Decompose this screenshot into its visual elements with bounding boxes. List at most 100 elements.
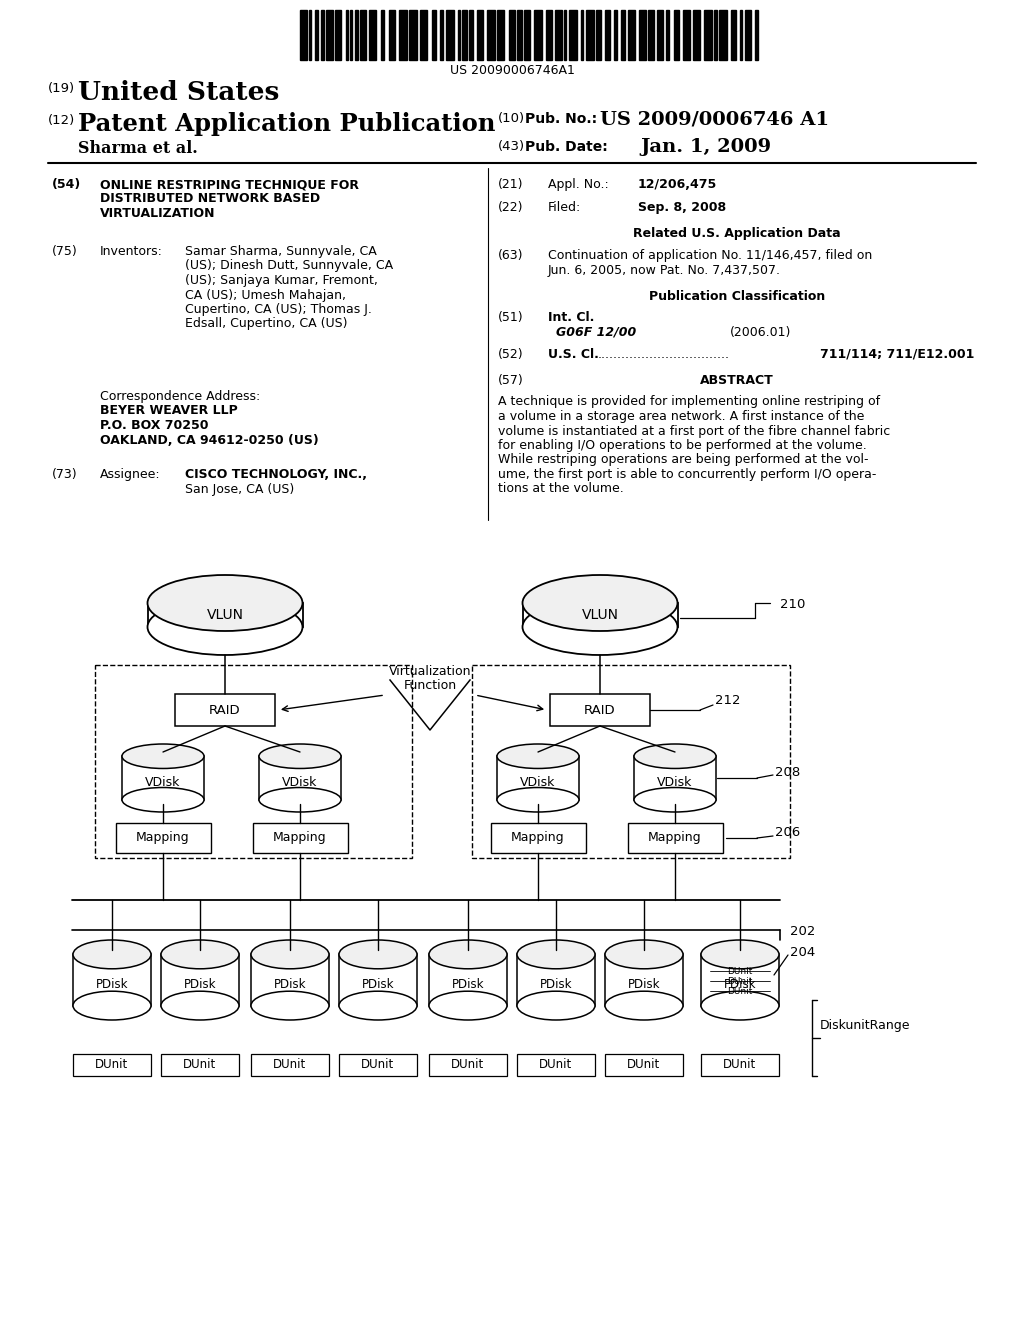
Text: VLUN: VLUN (207, 609, 244, 622)
Text: VDisk: VDisk (145, 776, 180, 788)
Text: Filed:: Filed: (548, 201, 582, 214)
Ellipse shape (634, 744, 716, 768)
Text: 208: 208 (775, 766, 800, 779)
Text: DiskunitRange: DiskunitRange (820, 1019, 910, 1031)
Text: 204: 204 (790, 945, 815, 958)
Bar (355, 11, 358, 59)
Ellipse shape (251, 991, 329, 1020)
Text: San Jose, CA (US): San Jose, CA (US) (185, 483, 294, 495)
Bar (339, 1053, 417, 1076)
Bar (634, 756, 716, 800)
Bar (161, 954, 239, 1006)
Text: (54): (54) (52, 178, 81, 191)
Ellipse shape (429, 991, 507, 1020)
Ellipse shape (517, 940, 595, 969)
Ellipse shape (122, 788, 204, 812)
Bar (381, 11, 384, 59)
Bar (73, 954, 151, 1006)
Bar (745, 11, 751, 59)
Bar (350, 11, 352, 59)
Text: Sharma et al.: Sharma et al. (78, 140, 198, 157)
Ellipse shape (429, 940, 507, 969)
Text: Assignee:: Assignee: (100, 469, 161, 480)
Text: Sep. 8, 2008: Sep. 8, 2008 (638, 201, 726, 214)
Ellipse shape (251, 940, 329, 969)
Text: (12): (12) (48, 114, 75, 127)
Bar (346, 11, 348, 59)
Bar (369, 11, 376, 59)
Text: OAKLAND, CA 94612-0250 (US): OAKLAND, CA 94612-0250 (US) (100, 433, 318, 446)
Bar (740, 11, 742, 59)
Text: VDisk: VDisk (657, 776, 692, 788)
Bar (259, 756, 341, 800)
Text: (10): (10) (498, 112, 525, 125)
Text: While restriping operations are being performed at the vol-: While restriping operations are being pe… (498, 454, 868, 466)
Bar (628, 822, 723, 853)
Text: 212: 212 (715, 694, 740, 708)
Text: VIRTUALIZATION: VIRTUALIZATION (100, 207, 215, 220)
Bar (666, 11, 669, 59)
Text: Correspondence Address:: Correspondence Address: (100, 389, 260, 403)
Text: CISCO TECHNOLOGY, INC.,: CISCO TECHNOLOGY, INC., (185, 469, 367, 480)
Text: G06F 12/00: G06F 12/00 (556, 326, 636, 339)
Bar (458, 11, 460, 59)
Bar (73, 1053, 151, 1076)
Text: (US); Sanjaya Kumar, Fremont,: (US); Sanjaya Kumar, Fremont, (185, 275, 378, 286)
Text: Mapping: Mapping (511, 832, 565, 845)
Bar (605, 954, 683, 1006)
Ellipse shape (161, 940, 239, 969)
Text: PDisk: PDisk (273, 978, 306, 990)
Bar (360, 11, 366, 59)
Text: Publication Classification: Publication Classification (649, 289, 825, 302)
Text: Jun. 6, 2005, now Pat. No. 7,437,507.: Jun. 6, 2005, now Pat. No. 7,437,507. (548, 264, 781, 277)
Text: DUnit: DUnit (361, 1059, 394, 1072)
Bar (472, 665, 790, 858)
Bar (657, 11, 663, 59)
Text: U.S. Cl.: U.S. Cl. (548, 347, 599, 360)
Bar (605, 11, 610, 59)
Bar (701, 954, 779, 1006)
Bar (251, 1053, 329, 1076)
Text: (57): (57) (498, 374, 523, 387)
Text: PDisk: PDisk (540, 978, 572, 990)
Text: BEYER WEAVER LLP: BEYER WEAVER LLP (100, 404, 238, 417)
Bar (147, 603, 302, 627)
Text: a volume in a storage area network. A first instance of the: a volume in a storage area network. A fi… (498, 411, 864, 422)
Text: PDisk: PDisk (628, 978, 660, 990)
Text: for enabling I/O operations to be performed at the volume.: for enabling I/O operations to be perfor… (498, 440, 866, 451)
Bar (517, 954, 595, 1006)
Bar (175, 694, 275, 726)
Text: DUnit: DUnit (273, 1059, 306, 1072)
Bar (755, 11, 758, 59)
Text: CA (US); Umesh Mahajan,: CA (US); Umesh Mahajan, (185, 289, 346, 301)
Bar (683, 11, 690, 59)
Ellipse shape (259, 788, 341, 812)
Text: Int. Cl.: Int. Cl. (548, 312, 594, 325)
Bar (420, 11, 427, 59)
Text: RAID: RAID (209, 704, 241, 717)
Text: 202: 202 (790, 925, 815, 939)
Bar (490, 822, 586, 853)
Ellipse shape (605, 940, 683, 969)
Bar (321, 11, 324, 59)
Text: RAID: RAID (584, 704, 615, 717)
Bar (446, 11, 454, 59)
Bar (705, 11, 712, 59)
Text: (43): (43) (498, 140, 525, 153)
Text: VDisk: VDisk (283, 776, 317, 788)
Bar (524, 11, 530, 59)
Text: 206: 206 (775, 826, 800, 840)
Text: Continuation of application No. 11/146,457, filed on: Continuation of application No. 11/146,4… (548, 249, 872, 263)
Text: DUnit: DUnit (628, 1059, 660, 1072)
Bar (648, 11, 654, 59)
Bar (564, 11, 566, 59)
Bar (497, 756, 579, 800)
Text: Samar Sharma, Sunnyvale, CA: Samar Sharma, Sunnyvale, CA (185, 246, 377, 257)
Text: (75): (75) (52, 246, 78, 257)
Text: .................................: ................................. (598, 347, 730, 360)
Text: P.O. BOX 70250: P.O. BOX 70250 (100, 418, 209, 432)
Bar (429, 954, 507, 1006)
Text: Cupertino, CA (US); Thomas J.: Cupertino, CA (US); Thomas J. (185, 304, 372, 315)
Ellipse shape (522, 576, 678, 631)
Ellipse shape (73, 991, 151, 1020)
